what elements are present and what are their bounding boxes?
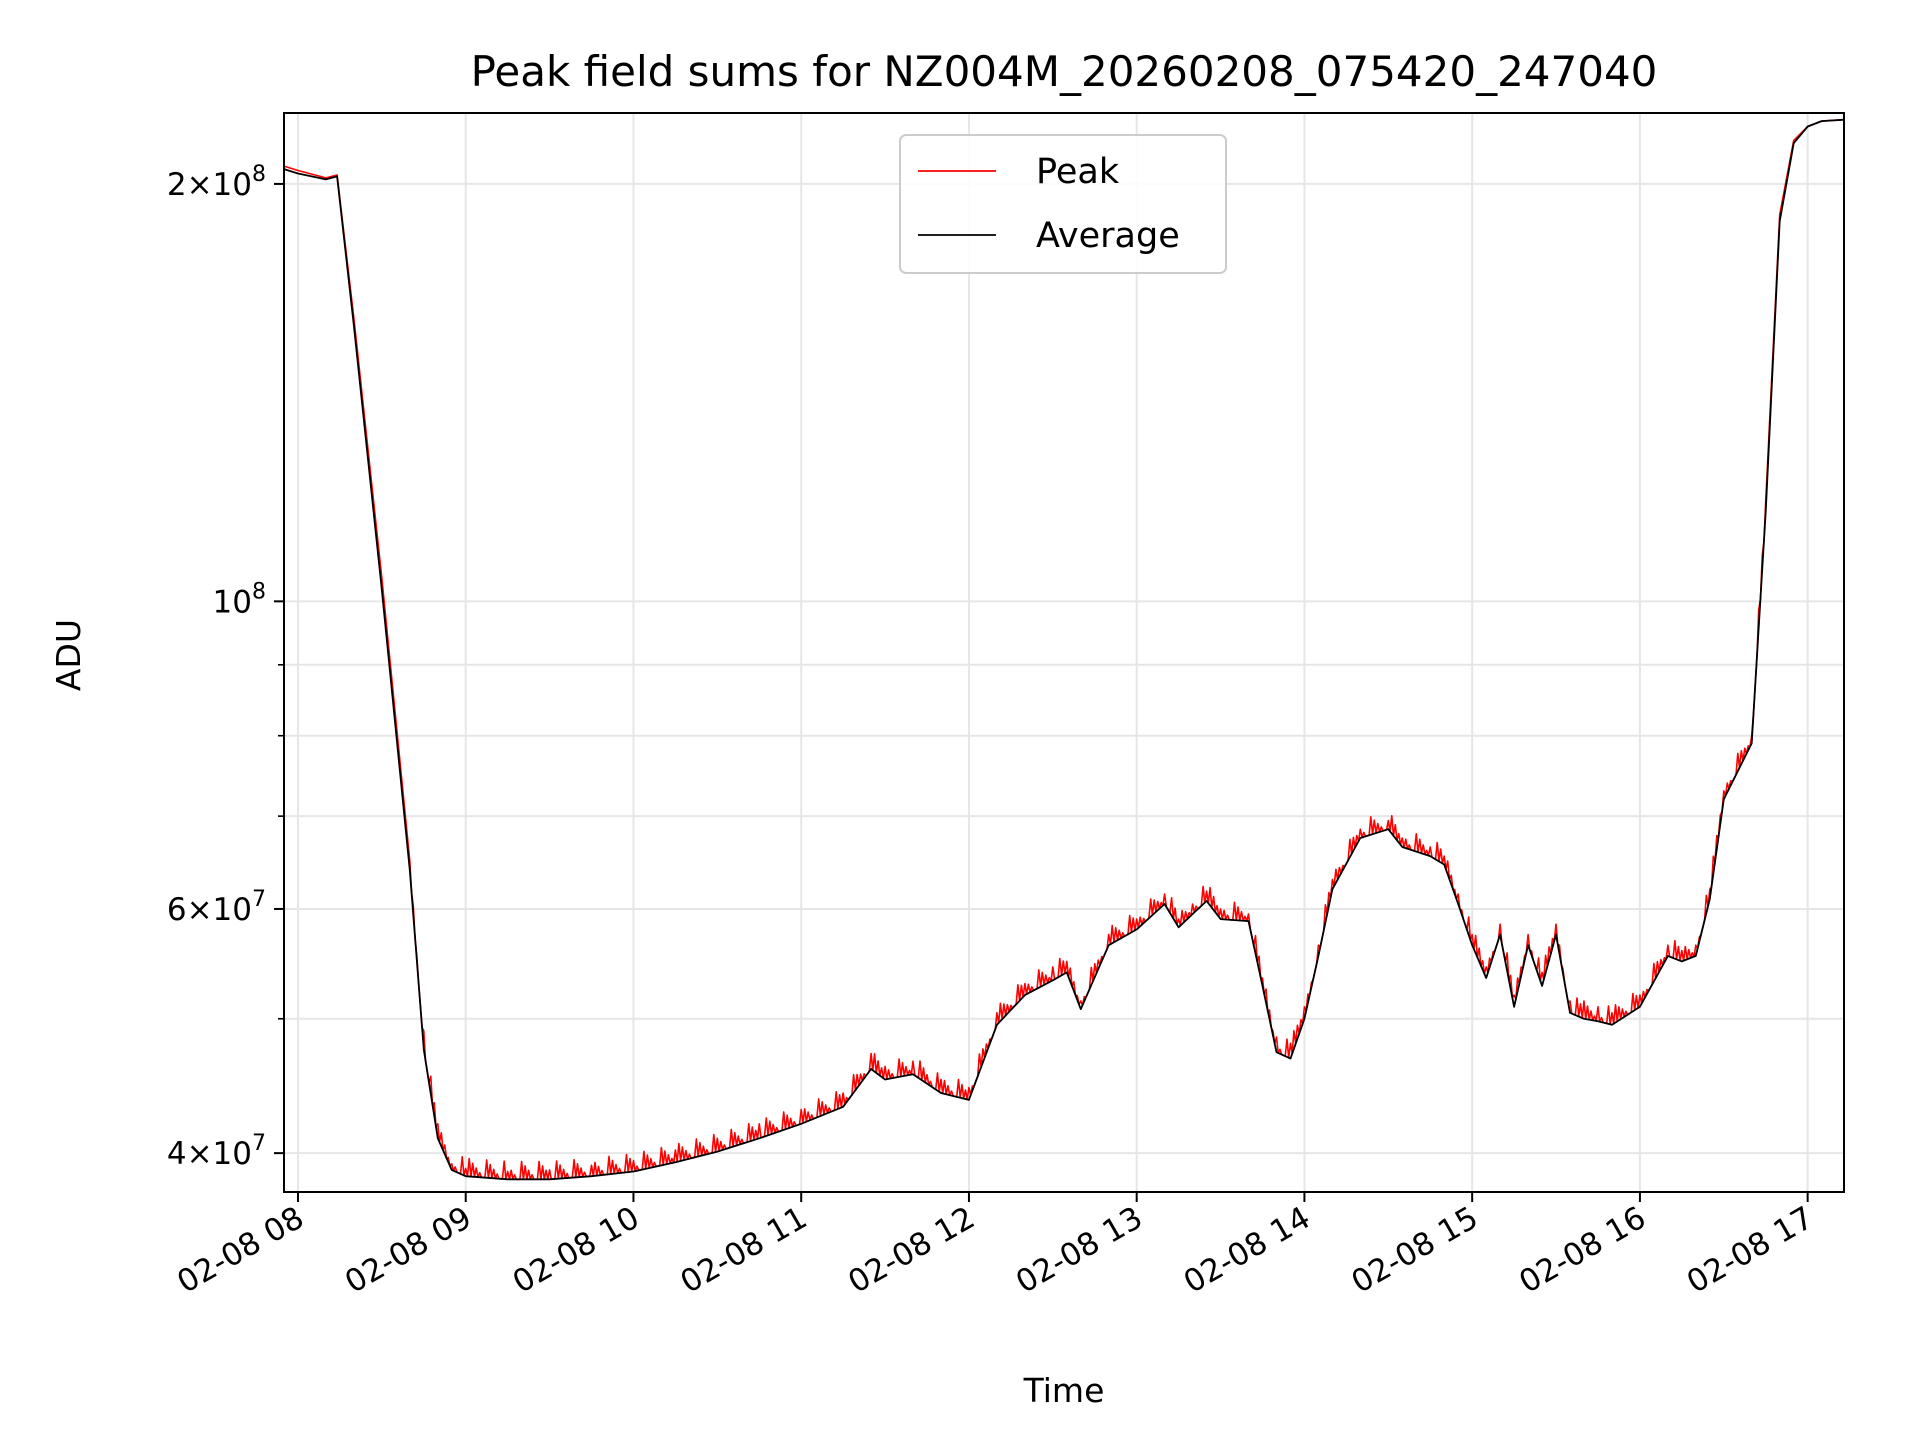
legend-label-average: Average bbox=[1036, 216, 1180, 256]
series-group bbox=[283, 118, 1845, 1181]
y-tick-label: 2×108 bbox=[167, 162, 266, 203]
legend-label-peak: Peak bbox=[1036, 152, 1120, 192]
series-line-average bbox=[283, 118, 1845, 1181]
y-axis-label: ADU bbox=[49, 619, 88, 691]
y-tick-label: 108 bbox=[213, 579, 266, 620]
chart-title: Peak field sums for NZ004M_20260208_0754… bbox=[471, 47, 1658, 96]
plot-frame bbox=[283, 112, 1845, 1193]
y-axis: 4×107 6×107 108 2×108 bbox=[167, 162, 284, 1172]
legend: Peak Average bbox=[899, 134, 1227, 274]
y-tick-label: 6×107 bbox=[167, 887, 266, 928]
y-tick-label: 4×107 bbox=[167, 1131, 266, 1172]
x-axis-label: Time bbox=[1023, 1371, 1105, 1410]
legend-box bbox=[899, 134, 1227, 274]
